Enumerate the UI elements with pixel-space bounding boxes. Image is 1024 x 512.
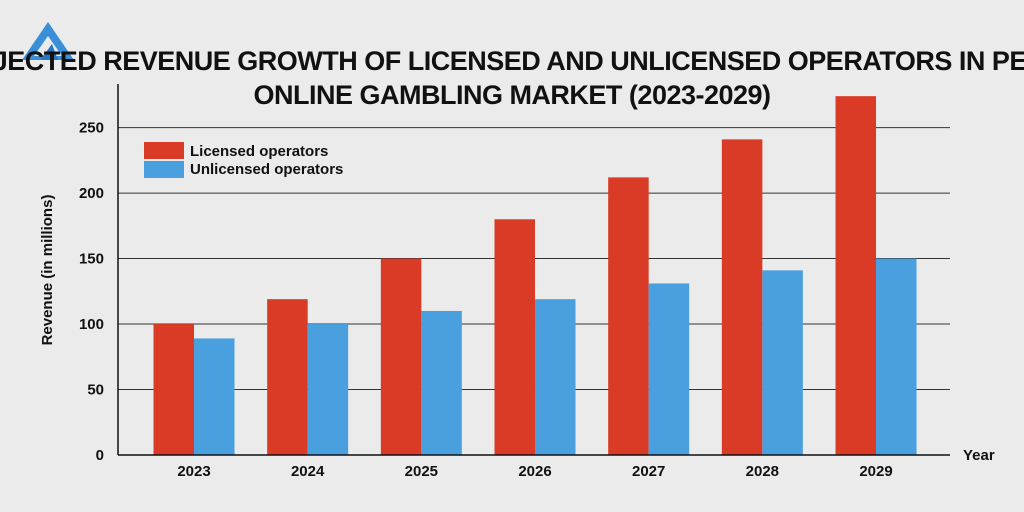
legend-swatch-licensed xyxy=(144,142,184,159)
x-tick-label: 2026 xyxy=(518,463,551,480)
bar-unlicensed-2024 xyxy=(307,324,349,455)
bar-licensed-2026 xyxy=(494,219,536,455)
bars xyxy=(153,96,917,455)
legend-label-unlicensed: Unlicensed operators xyxy=(190,161,343,178)
x-tick-labels: 2023 2024 2025 2026 2027 2028 2029 xyxy=(177,463,892,480)
bar-licensed-2028 xyxy=(721,139,763,455)
bar-licensed-2025 xyxy=(380,258,422,455)
chart-title-line-1: PROJECTED REVENUE GROWTH OF LICENSED AND… xyxy=(0,46,1024,76)
y-tick-label: 50 xyxy=(87,382,104,399)
y-tick-label: 150 xyxy=(79,251,104,268)
y-tick-labels: 0 50 100 150 200 250 xyxy=(79,120,104,464)
chart-title-line-2: ONLINE GAMBLING MARKET (2023-2029) xyxy=(253,80,770,110)
x-tick-label: 2028 xyxy=(746,463,779,480)
y-tick-label: 200 xyxy=(79,185,104,202)
x-tick-label: 2025 xyxy=(405,463,438,480)
y-tick-label: 100 xyxy=(79,316,104,333)
bar-unlicensed-2025 xyxy=(421,310,462,455)
bar-unlicensed-2023 xyxy=(194,338,235,455)
x-axis-title: Year xyxy=(963,447,995,464)
x-tick-label: 2027 xyxy=(632,463,665,480)
bar-licensed-2029 xyxy=(835,96,877,455)
y-tick-label: 0 xyxy=(96,447,104,464)
y-axis-title: Revenue (in millions) xyxy=(39,195,56,346)
bar-licensed-2024 xyxy=(267,299,308,455)
bar-unlicensed-2027 xyxy=(648,283,690,455)
x-tick-label: 2029 xyxy=(859,463,892,480)
bar-unlicensed-2026 xyxy=(535,299,576,455)
legend-swatch-unlicensed xyxy=(144,161,184,178)
bar-licensed-2023 xyxy=(153,324,194,455)
bar-licensed-2027 xyxy=(608,177,649,455)
legend: Licensed operators Unlicensed operators xyxy=(144,142,343,178)
x-tick-label: 2024 xyxy=(291,463,325,480)
x-tick-label: 2023 xyxy=(177,463,210,480)
legend-label-licensed: Licensed operators xyxy=(190,143,328,160)
logo-icon xyxy=(22,22,74,60)
bar-unlicensed-2028 xyxy=(762,270,803,455)
bar-unlicensed-2029 xyxy=(876,258,917,455)
y-tick-label: 250 xyxy=(79,120,104,137)
